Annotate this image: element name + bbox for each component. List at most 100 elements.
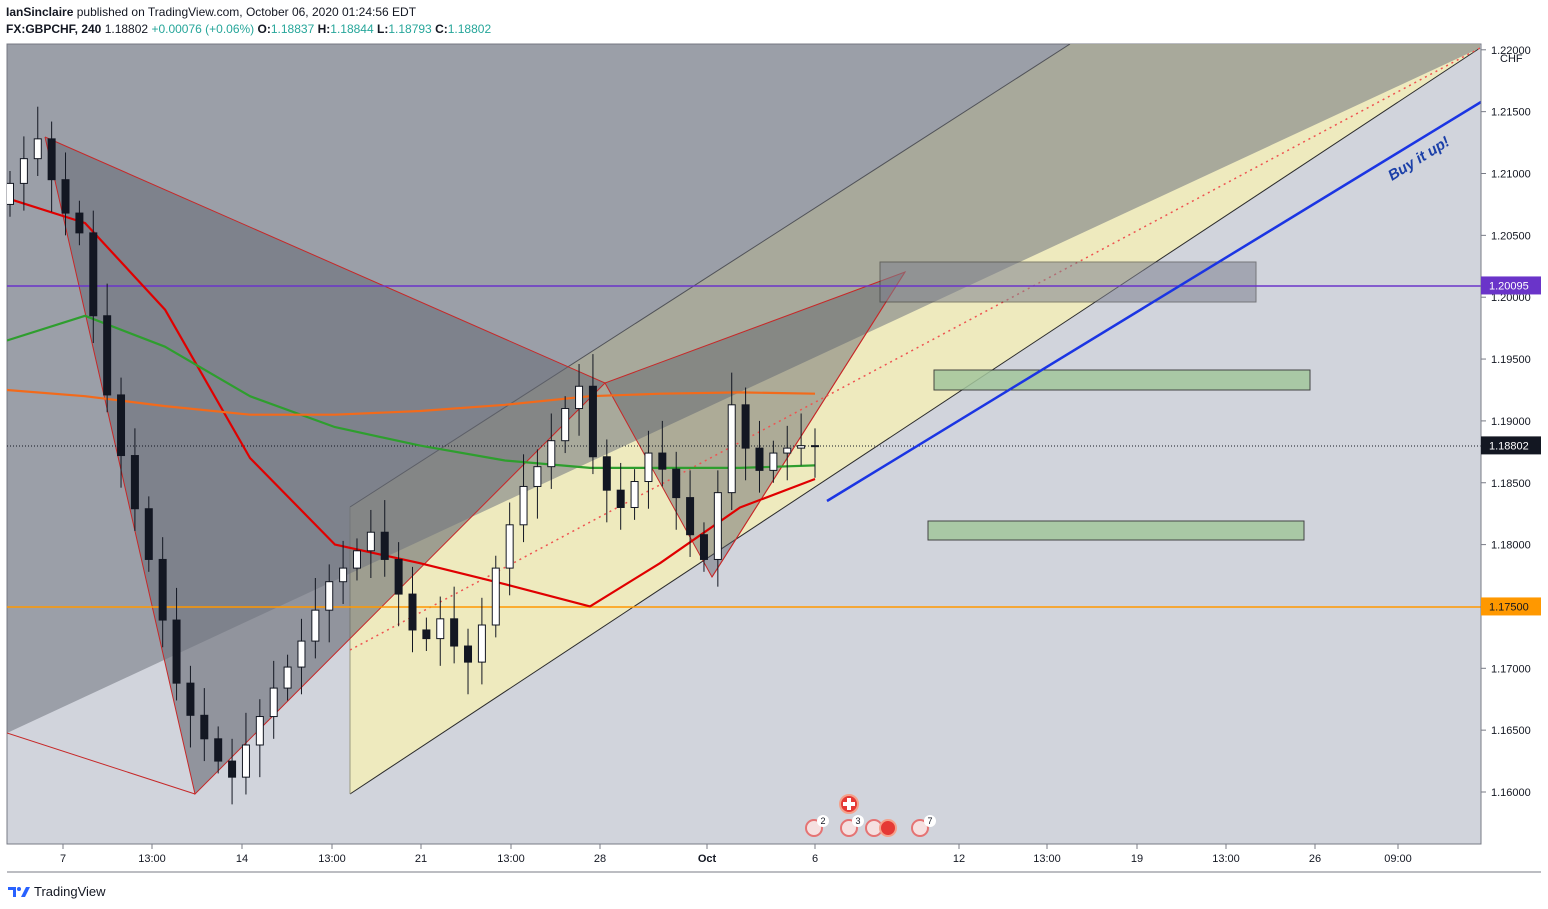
moving-average-2[interactable]	[7, 388, 816, 416]
pattern-outline[interactable]	[44, 136, 907, 795]
candle-body[interactable]	[811, 445, 819, 448]
candle-body[interactable]	[200, 714, 209, 740]
candle-body[interactable]	[33, 138, 42, 160]
candle-body[interactable]	[297, 640, 306, 668]
price-tick-label: 1.20000	[1491, 292, 1531, 304]
candle-body[interactable]	[575, 385, 584, 410]
candle-body[interactable]	[547, 440, 556, 468]
candle-body[interactable]	[228, 760, 237, 778]
price-tick-label: 1.20500	[1491, 230, 1531, 242]
candle-body[interactable]	[352, 550, 361, 569]
candle-body[interactable]	[450, 618, 459, 647]
candle-body[interactable]	[616, 489, 625, 508]
candle-body[interactable]	[19, 158, 28, 184]
candle-body[interactable]	[47, 138, 56, 181]
green-zone-lower[interactable]	[927, 520, 1305, 541]
time-tick-label: 28	[594, 853, 606, 865]
publish-info: IanSinclaire published on TradingView.co…	[6, 5, 416, 20]
candle-body[interactable]	[699, 534, 708, 560]
publish-text: published on TradingView.com, October 06…	[76, 5, 417, 19]
footer: TradingView	[8, 882, 106, 900]
price-tick-label: 1.19000	[1491, 416, 1531, 428]
candle-body[interactable]	[561, 408, 570, 442]
last-price-label: 1.18802	[1489, 440, 1529, 452]
candle-body[interactable]	[519, 485, 528, 526]
candle-body[interactable]	[325, 581, 334, 611]
candle-body[interactable]	[588, 385, 597, 458]
blue-trend-line[interactable]	[826, 100, 1481, 503]
candle-body[interactable]	[436, 618, 445, 640]
moving-average-1[interactable]	[7, 314, 816, 469]
candle-body[interactable]	[75, 212, 84, 234]
candle-body[interactable]	[339, 567, 348, 583]
candle-body[interactable]	[491, 567, 500, 626]
price-tick-label: 1.18000	[1491, 540, 1531, 552]
last-value: 1.18802	[104, 22, 149, 36]
candles[interactable]	[7, 106, 819, 805]
price-tick-label: 1.22000	[1491, 45, 1531, 57]
badge-count-2: 2	[820, 816, 825, 826]
time-tick-label: 19	[1131, 853, 1143, 865]
moving-average-0[interactable]	[7, 197, 816, 608]
candle-body[interactable]	[741, 404, 750, 449]
candle-body[interactable]	[713, 492, 722, 560]
price-tick-label: 1.21500	[1491, 107, 1531, 119]
tradingview-brand[interactable]: TradingView	[34, 883, 106, 899]
candle-body[interactable]	[602, 456, 611, 491]
tradingview-logo-icon[interactable]	[8, 885, 30, 897]
candle-body[interactable]	[255, 716, 264, 746]
economic-events[interactable]: 2 3 7	[805, 794, 936, 837]
time-axis[interactable]: 7 13:00 14 13:00 21 13:00 28 Oct 6 12 13:00 19 13:00…	[7, 843, 1541, 873]
candle-body[interactable]	[394, 558, 403, 595]
ch-event-icon-2[interactable]	[879, 819, 897, 837]
candle-body[interactable]	[7, 182, 14, 205]
candle-body[interactable]	[366, 531, 375, 552]
time-tick-label: 13:00	[138, 853, 166, 865]
candle-body[interactable]	[755, 447, 764, 471]
badge-bg	[924, 815, 936, 827]
candle-body[interactable]	[89, 232, 98, 317]
grey-zone[interactable]	[879, 261, 1257, 303]
candle-body[interactable]	[269, 687, 278, 718]
candle-body[interactable]	[533, 466, 542, 487]
time-tick-label: Oct	[698, 853, 717, 865]
candle-body[interactable]	[186, 682, 195, 716]
candle-body[interactable]	[644, 452, 653, 483]
pattern-triangle-left	[7, 44, 1480, 733]
candle-body[interactable]	[61, 179, 70, 214]
candle-body[interactable]	[103, 315, 112, 396]
candle-body[interactable]	[172, 619, 181, 684]
candle-body[interactable]	[630, 481, 639, 508]
candle-body[interactable]	[672, 468, 681, 499]
candle-body[interactable]	[158, 558, 167, 621]
candle-body[interactable]	[464, 645, 473, 663]
plot-area[interactable]: Buy it up! 2 3 7	[7, 44, 1482, 837]
green-zone-upper[interactable]	[933, 369, 1311, 391]
channel-lower-line[interactable]	[349, 47, 1481, 795]
candle-body[interactable]	[408, 593, 417, 631]
symbol-label[interactable]: FX:GBPCHF, 240	[6, 22, 102, 36]
uk-event-icon-4[interactable]	[911, 819, 929, 837]
candle-body[interactable]	[783, 447, 792, 454]
candle-body[interactable]	[311, 609, 320, 642]
price-tick-label: 1.19500	[1491, 354, 1531, 366]
badge-count-7: 7	[927, 816, 932, 826]
candle-body[interactable]	[130, 455, 139, 510]
candle-body[interactable]	[686, 497, 695, 536]
candle-body[interactable]	[117, 394, 126, 457]
candle-body[interactable]	[658, 452, 667, 470]
price-axis[interactable]: CHF 1.16000 1.16500 1.17000 1.17500 1.18000 1…	[1480, 44, 1541, 844]
candle-body[interactable]	[422, 629, 431, 640]
candle-body[interactable]	[214, 738, 223, 762]
candle-body[interactable]	[477, 624, 486, 663]
candle-body[interactable]	[505, 524, 514, 569]
candle-body[interactable]	[727, 404, 736, 494]
candle-body[interactable]	[283, 666, 292, 689]
author-name[interactable]: IanSinclaire	[6, 5, 74, 19]
candle-body[interactable]	[144, 508, 153, 560]
candle-body[interactable]	[241, 744, 250, 778]
candle-body[interactable]	[769, 452, 778, 471]
candle-body[interactable]	[380, 531, 389, 560]
candle-body[interactable]	[797, 445, 806, 449]
